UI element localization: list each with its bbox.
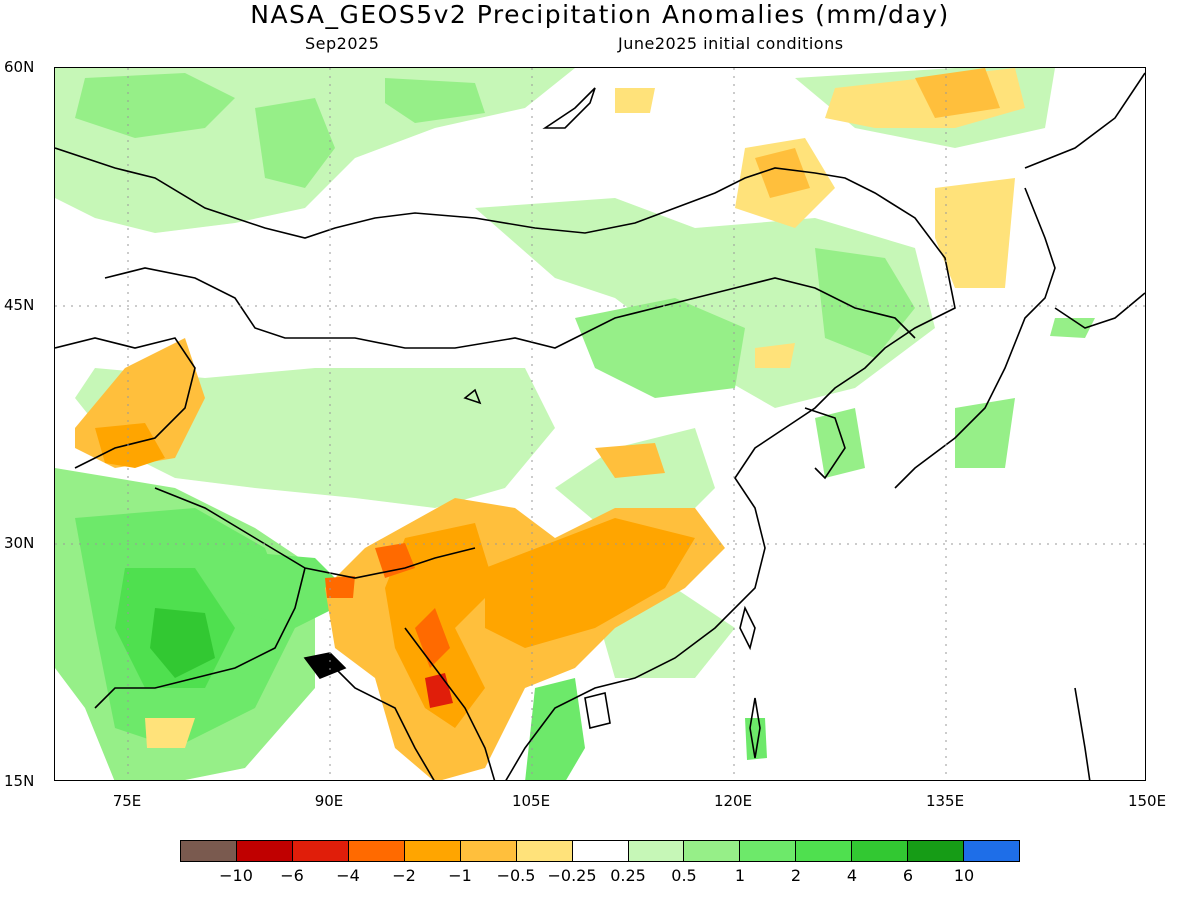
map-title: NASA_GEOS5v2 Precipitation Anomalies (mm… (250, 0, 950, 29)
colorbar-swatch (796, 841, 853, 861)
colorbar-swatch (852, 841, 909, 861)
colorbar-label: −10 (219, 866, 253, 885)
colorbar-swatch (684, 841, 741, 861)
colorbar (180, 840, 1020, 862)
colorbar-label: −2 (392, 866, 416, 885)
lon-label-105e: 105E (511, 792, 551, 810)
colorbar-swatch (236, 841, 293, 861)
colorbar-swatch (572, 841, 629, 861)
colorbar-swatch (740, 841, 797, 861)
colorbar-label: −4 (336, 866, 360, 885)
lon-label-150e: 150E (1127, 792, 1167, 810)
colorbar-swatch (964, 841, 1020, 861)
colorbar-swatch (292, 841, 349, 861)
forecast-month: Sep2025 (305, 34, 380, 53)
colorbar-swatch (181, 841, 237, 861)
colorbar-label: −0.25 (547, 866, 597, 885)
map-panel (54, 67, 1146, 781)
colorbar-swatch (908, 841, 965, 861)
colorbar-label: −0.5 (496, 866, 536, 885)
graticule (55, 68, 1145, 780)
colorbar-label: 1 (734, 866, 746, 885)
colorbar-label: −1 (448, 866, 472, 885)
colorbar-swatch (404, 841, 461, 861)
colorbar-label: 10 (953, 866, 975, 885)
colorbar-label: 0.5 (671, 866, 697, 885)
colorbar-swatch (348, 841, 405, 861)
colorbar-label: −6 (280, 866, 304, 885)
lon-label-120e: 120E (713, 792, 753, 810)
colorbar-swatch (460, 841, 517, 861)
lat-label-15n: 15N (4, 772, 35, 790)
negative-anomaly-shading (75, 68, 1025, 780)
anomaly-map (55, 68, 1145, 780)
colorbar-label: 4 (846, 866, 858, 885)
colorbar-label: 6 (902, 866, 914, 885)
lat-label-45n: 45N (4, 296, 35, 314)
lon-label-75e: 75E (112, 792, 142, 810)
colorbar-label: 2 (790, 866, 802, 885)
colorbar-swatch (628, 841, 685, 861)
colorbar-swatch (516, 841, 573, 861)
lat-label-60n: 60N (4, 58, 35, 76)
initial-conditions-label: June2025 initial conditions (618, 34, 844, 53)
lat-label-30n: 30N (4, 534, 35, 552)
lon-label-90e: 90E (314, 792, 344, 810)
lon-label-135e: 135E (925, 792, 965, 810)
colorbar-label: 0.25 (610, 866, 646, 885)
